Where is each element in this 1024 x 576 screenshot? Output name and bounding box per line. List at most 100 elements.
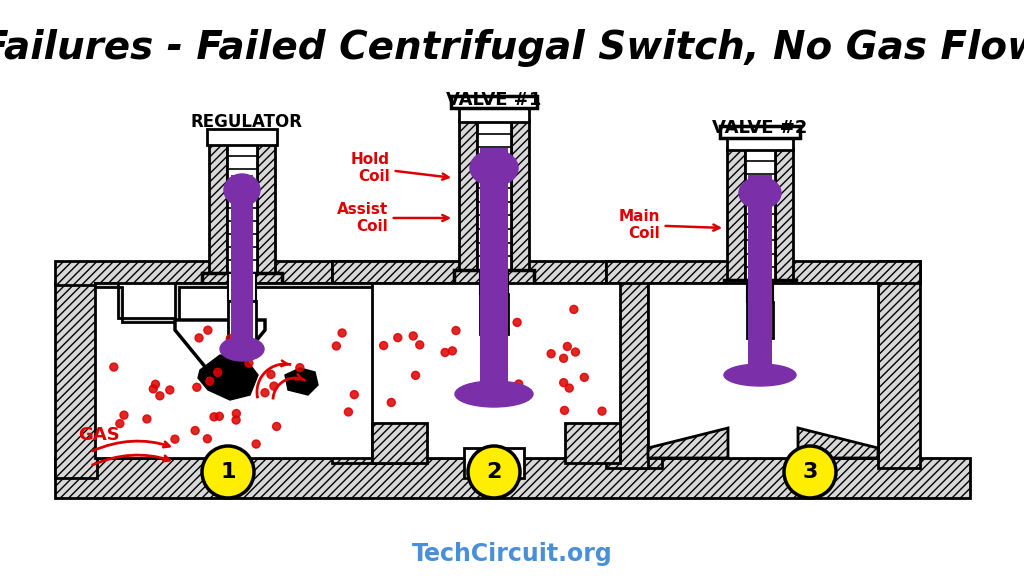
Circle shape	[252, 440, 260, 448]
Ellipse shape	[224, 174, 260, 206]
Circle shape	[215, 412, 223, 420]
Polygon shape	[285, 368, 318, 395]
Bar	[55, 261, 420, 285]
Circle shape	[581, 373, 589, 381]
Polygon shape	[648, 428, 728, 458]
Bar	[724, 280, 796, 302]
Bar	[720, 126, 800, 138]
Circle shape	[452, 327, 460, 335]
Bar	[565, 423, 620, 463]
Ellipse shape	[220, 337, 264, 361]
Polygon shape	[175, 320, 265, 385]
Circle shape	[210, 413, 218, 421]
Bar	[228, 301, 256, 351]
Circle shape	[350, 391, 358, 399]
Circle shape	[267, 370, 274, 378]
Circle shape	[571, 348, 580, 356]
Bar	[620, 261, 662, 468]
Bar	[480, 148, 508, 388]
Bar	[332, 261, 372, 463]
Circle shape	[563, 343, 571, 350]
Circle shape	[202, 446, 254, 498]
Bar	[454, 270, 534, 294]
Circle shape	[110, 363, 118, 371]
Circle shape	[166, 386, 174, 394]
Bar	[55, 283, 97, 478]
Circle shape	[204, 435, 211, 443]
Polygon shape	[798, 428, 878, 458]
Circle shape	[559, 354, 567, 362]
Bar	[372, 423, 427, 463]
Text: GAS: GAS	[78, 426, 120, 444]
Circle shape	[449, 347, 457, 355]
Bar	[746, 280, 773, 302]
Circle shape	[784, 446, 836, 498]
Circle shape	[560, 378, 567, 386]
Bar	[257, 143, 275, 273]
Circle shape	[245, 359, 253, 367]
Bar	[207, 129, 278, 145]
Bar	[748, 175, 772, 370]
Circle shape	[410, 332, 417, 340]
Circle shape	[270, 382, 278, 390]
Text: 2: 2	[486, 462, 502, 482]
Circle shape	[547, 350, 555, 358]
Bar	[459, 120, 477, 270]
Bar	[775, 148, 793, 280]
Ellipse shape	[739, 177, 781, 209]
Polygon shape	[95, 283, 373, 322]
Circle shape	[598, 407, 606, 415]
Bar	[451, 96, 537, 108]
Circle shape	[344, 408, 352, 416]
Text: Failures - Failed Centrifugal Switch, No Gas Flow: Failures - Failed Centrifugal Switch, No…	[0, 29, 1024, 67]
Circle shape	[150, 385, 158, 393]
Circle shape	[232, 416, 240, 424]
Circle shape	[333, 342, 340, 350]
Bar	[209, 143, 227, 273]
Circle shape	[515, 380, 523, 388]
Ellipse shape	[455, 381, 534, 407]
Circle shape	[193, 383, 201, 391]
Polygon shape	[198, 355, 258, 400]
Text: 1: 1	[220, 462, 236, 482]
Circle shape	[338, 329, 346, 337]
Text: Assist
Coil: Assist Coil	[337, 202, 449, 234]
Bar	[727, 148, 745, 280]
Bar	[480, 270, 508, 294]
Text: REGULATOR: REGULATOR	[191, 113, 303, 131]
Circle shape	[394, 334, 401, 342]
Circle shape	[156, 392, 164, 400]
Text: 3: 3	[803, 462, 818, 482]
Ellipse shape	[470, 150, 518, 186]
Bar	[332, 261, 662, 283]
Bar	[373, 283, 415, 463]
Circle shape	[204, 326, 212, 334]
Bar	[95, 283, 373, 458]
Circle shape	[416, 341, 424, 349]
Bar	[745, 148, 775, 280]
Text: Hold
Coil: Hold Coil	[351, 152, 449, 184]
Bar	[464, 448, 524, 478]
Circle shape	[513, 319, 521, 327]
Circle shape	[214, 369, 222, 376]
Bar	[480, 294, 508, 334]
Circle shape	[560, 407, 568, 414]
Circle shape	[412, 372, 420, 380]
Circle shape	[120, 411, 128, 419]
Ellipse shape	[724, 364, 796, 386]
Bar	[727, 136, 793, 150]
Bar	[606, 261, 648, 468]
Text: TechCircuit.org: TechCircuit.org	[412, 542, 612, 566]
Bar	[231, 175, 253, 345]
Circle shape	[380, 342, 388, 350]
Text: VALVE #1: VALVE #1	[446, 91, 542, 109]
Bar	[606, 261, 920, 283]
Circle shape	[143, 415, 151, 423]
Bar	[511, 120, 529, 270]
Bar	[227, 143, 257, 273]
Circle shape	[232, 410, 241, 418]
Circle shape	[116, 419, 124, 427]
Bar	[459, 106, 529, 122]
Bar	[648, 283, 878, 458]
Circle shape	[261, 389, 269, 397]
